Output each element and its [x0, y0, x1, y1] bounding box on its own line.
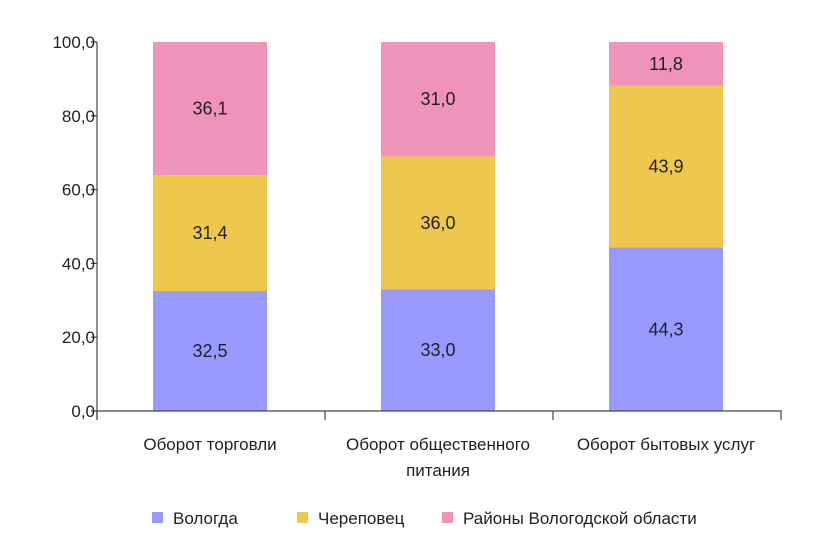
- data-label: 11,8: [649, 54, 683, 74]
- data-label: 32,5: [192, 341, 227, 361]
- legend-swatch: [152, 512, 163, 523]
- bar-segment: [153, 175, 267, 292]
- data-label: 36,1: [192, 99, 227, 119]
- labels-layer: 32,5 31,4 36,1 33,0 36,0 31,0 44,3 43,9 11,8: [192, 54, 683, 361]
- x-category-label: Оборот бытовых услуг: [577, 435, 755, 454]
- data-label: 31,4: [192, 223, 227, 243]
- y-tick-label: 0,0: [71, 402, 95, 421]
- legend-label: Вологда: [173, 509, 238, 528]
- y-tick-label: 60,0: [62, 181, 95, 200]
- y-tick-label: 20,0: [62, 328, 95, 347]
- bar-segment: [381, 42, 495, 157]
- bars-layer: [153, 42, 723, 411]
- y-tick-label: 100,0: [52, 33, 95, 52]
- data-label: 33,0: [420, 340, 455, 360]
- data-label: 36,0: [420, 213, 455, 233]
- bar-segment: [609, 85, 723, 248]
- bar-segment: [381, 289, 495, 411]
- bar-segment: [609, 42, 723, 86]
- y-tick-label: 80,0: [62, 107, 95, 126]
- data-label: 43,9: [648, 157, 683, 177]
- legend-swatch: [297, 512, 308, 523]
- bar-segment: [153, 291, 267, 411]
- bar-segment: [609, 247, 723, 411]
- axes-layer: 0,0 20,0 40,0 60,0 80,0 100,0 Оборот торговли О…: [52, 33, 782, 480]
- bar-segment: [381, 156, 495, 290]
- x-category-label: питания: [406, 461, 470, 480]
- x-category-label: Оборот торговли: [143, 435, 276, 454]
- data-label: 44,3: [648, 319, 683, 339]
- legend-label: Череповец: [318, 509, 405, 528]
- legend-label: Районы Вологодской области: [463, 509, 697, 528]
- legend-swatch: [442, 512, 453, 523]
- bar-segment: [153, 42, 267, 176]
- x-category-label: Оборот общественного: [346, 435, 530, 454]
- legend: Вологда Череповец Районы Вологодской облас…: [152, 509, 697, 528]
- y-tick-label: 40,0: [62, 254, 95, 273]
- data-label: 31,0: [420, 89, 455, 109]
